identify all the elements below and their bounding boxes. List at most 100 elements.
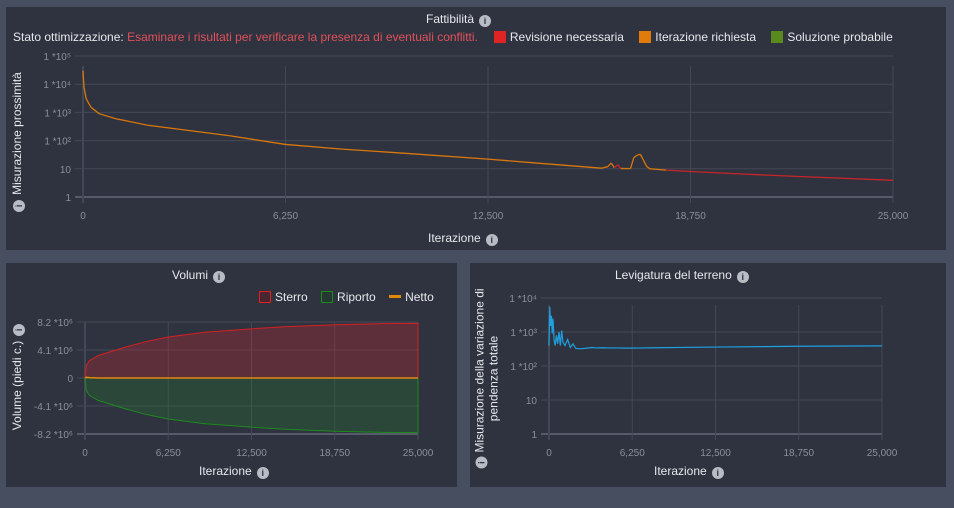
- smoothness-line: [548, 306, 883, 350]
- legend-label: Riporto: [337, 290, 376, 304]
- x-tick-label: 12,500: [473, 211, 504, 222]
- y-tick-label: 1 *10⁵: [44, 52, 72, 63]
- legend-riporto[interactable]: Riporto: [321, 290, 376, 304]
- proximity-line-segment: [536, 162, 602, 169]
- x-tick-label: 25,000: [867, 448, 898, 459]
- y-tick-label: 8.2 *10⁶: [37, 318, 73, 329]
- legend-swatch-green: [771, 31, 784, 43]
- legend-label: Soluzione probabile: [787, 30, 893, 44]
- proximity-line-segment: [610, 162, 615, 169]
- y-tick-label: 4.1 *10⁶: [37, 346, 73, 357]
- proximity-line-segment: [617, 164, 622, 169]
- legend-swatch-red: [493, 31, 506, 43]
- legend-iteration[interactable]: Iterazione richiesta: [639, 30, 756, 44]
- proximity-line-segment: [601, 165, 609, 169]
- area-sterro: [84, 322, 419, 379]
- proximity-line-segment: [147, 124, 181, 131]
- proximity-line-segment: [487, 158, 537, 164]
- proximity-line-segment: [85, 98, 92, 108]
- info-icon[interactable]: i: [479, 15, 492, 27]
- y-tick-label: -8.2 *10⁶: [34, 430, 73, 441]
- legend-sterro[interactable]: Sterro: [259, 290, 308, 304]
- proximity-line-segment: [629, 157, 635, 169]
- proximity-line-segment: [228, 134, 286, 146]
- info-icon[interactable]: i: [711, 467, 724, 479]
- x-axis-label: Iterazione: [199, 464, 252, 478]
- info-icon[interactable]: i: [736, 271, 749, 283]
- x-tick-label: 25,000: [878, 211, 909, 222]
- x-tick-label: 0: [82, 448, 88, 459]
- proximity-line-segment: [639, 153, 645, 161]
- x-axis-label: Iterazione: [654, 464, 707, 478]
- proximity-line-segment: [646, 166, 651, 170]
- y-tick-label: 1 *10²: [44, 137, 71, 148]
- x-tick-label: 12,500: [236, 448, 267, 459]
- x-axis-title: Iterazione i: [428, 231, 498, 246]
- x-tick-label: 6,250: [273, 211, 298, 222]
- y-tick-label: 1 *10⁴: [43, 80, 71, 91]
- status-group: Stato ottimizzazione: Esaminare i risult…: [13, 30, 478, 44]
- legend-swatch-orange: [639, 31, 652, 43]
- smoothing-title: Levigatura del terreno i: [615, 268, 749, 283]
- x-axis-label: Iterazione: [428, 231, 481, 245]
- x-tick-label: 12,500: [700, 448, 731, 459]
- x-tick-label: 0: [80, 211, 86, 222]
- proximity-line-segment: [82, 70, 85, 87]
- proximity-line-segment: [180, 128, 229, 137]
- y-tick-label: 10: [526, 396, 538, 407]
- status-label: Stato ottimizzazione:: [13, 30, 124, 44]
- x-tick-label: 18,750: [675, 211, 706, 222]
- proximity-line-segment: [649, 168, 667, 171]
- proximity-line-segment: [690, 170, 732, 175]
- proximity-line-segment: [115, 118, 148, 126]
- x-tick-label: 6,250: [620, 448, 645, 459]
- volumes-panel: Volumi i Sterro Riporto Netto Iterazione i: [6, 263, 457, 487]
- y-tick-label: 1 *10³: [44, 108, 71, 119]
- smoothing-title-text: Levigatura del terreno: [615, 268, 732, 282]
- y-tick-label: 0: [67, 374, 73, 385]
- y-tick-label: 1: [531, 430, 537, 441]
- proximity-line-segment: [666, 169, 691, 173]
- y-tick-label: 1 *10⁴: [509, 294, 537, 305]
- proximity-line-segment: [613, 164, 619, 169]
- proximity-line-segment: [633, 154, 638, 159]
- legend-swatch-riporto: [321, 291, 334, 303]
- proximity-line-segment: [99, 113, 116, 120]
- x-axis-title: Iterazione i: [199, 464, 269, 479]
- feasibility-title: Fattibilità i: [426, 12, 492, 27]
- y-tick-label: 10: [60, 165, 72, 176]
- x-tick-label: 18,750: [319, 448, 350, 459]
- legend-label: Revisione necessaria: [509, 30, 624, 44]
- volumes-legend: Sterro Riporto Netto: [259, 290, 434, 304]
- legend-label: Netto: [405, 290, 434, 304]
- legend-label: Sterro: [275, 290, 308, 304]
- legend-swatch-netto: [389, 295, 402, 298]
- legend-solution[interactable]: Soluzione probabile: [771, 30, 893, 44]
- y-tick-label: 1: [65, 193, 71, 204]
- volumes-title-text: Volumi: [172, 268, 209, 282]
- y-tick-label: 1 *10³: [510, 328, 537, 339]
- proximity-line-segment: [730, 172, 796, 177]
- y-tick-label: 1 *10²: [510, 362, 537, 373]
- legend-revision[interactable]: Revisione necessaria: [493, 30, 624, 44]
- x-axis-title: Iterazione i: [654, 464, 724, 479]
- proximity-line-segment: [607, 162, 612, 168]
- line-netto: [84, 376, 418, 379]
- legend-netto[interactable]: Netto: [389, 290, 434, 304]
- feasibility-title-text: Fattibilità: [426, 12, 475, 26]
- proximity-line-segment: [636, 153, 641, 156]
- y-tick-label: -4.1 *10⁶: [34, 402, 73, 413]
- proximity-line-segment: [642, 160, 648, 167]
- legend-label: Iterazione richiesta: [655, 30, 757, 44]
- proximity-line-segment: [342, 148, 408, 155]
- info-icon[interactable]: i: [485, 234, 498, 246]
- info-icon[interactable]: i: [213, 271, 226, 283]
- info-icon[interactable]: i: [256, 467, 269, 479]
- proximity-line-segment: [90, 106, 100, 115]
- proximity-line-segment: [285, 143, 343, 150]
- feasibility-panel: Fattibilità i Stato ottimizzazione: Esami…: [6, 7, 946, 250]
- legend-swatch-sterro: [259, 291, 271, 303]
- area-riporto: [84, 377, 419, 434]
- volumes-title: Volumi i: [172, 268, 226, 283]
